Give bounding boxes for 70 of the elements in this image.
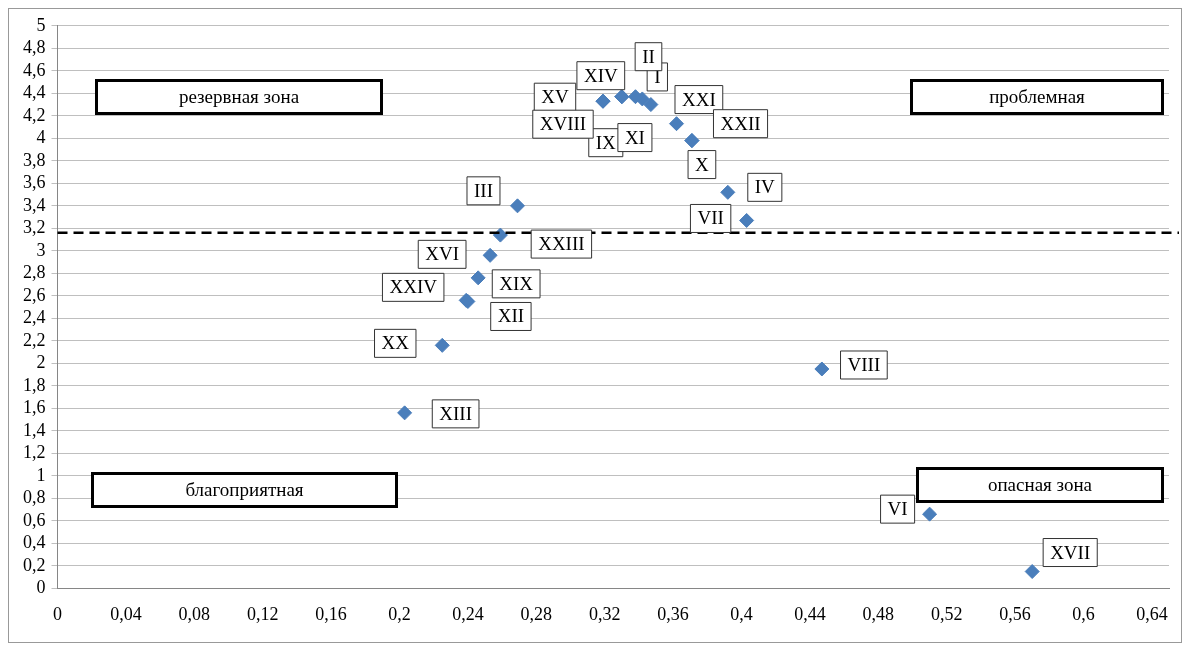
annotation: XVII	[1050, 541, 1091, 563]
x-tick-label: 0,16	[315, 603, 347, 624]
y-tick-label: 3,2	[23, 217, 46, 238]
annotation: VIII	[847, 353, 881, 375]
x-tick-label: 0,56	[999, 603, 1031, 624]
annotation: XVIII	[539, 113, 587, 135]
y-tick-label: 2	[36, 352, 46, 373]
zone-label-box: опасная зона	[916, 467, 1164, 503]
y-tick-label: 4,6	[23, 59, 46, 80]
y-tick-label: 3,6	[23, 172, 46, 193]
annotation: XVI	[425, 243, 460, 265]
zone-label-box: благоприятная	[91, 472, 398, 508]
y-tick-label: 2,8	[23, 262, 46, 283]
y-tick-label: 0,4	[23, 532, 46, 553]
annotation: IX	[595, 131, 617, 153]
y-tick-label: 0,6	[23, 509, 46, 530]
annotation: XI	[624, 126, 645, 148]
y-tick-label: 1,2	[23, 442, 46, 463]
zone-label-box: проблемная	[910, 79, 1164, 115]
x-tick-label: 0,52	[930, 603, 963, 624]
zone-label-box: резервная зона	[95, 79, 383, 115]
y-tick-label: 4,2	[23, 104, 46, 125]
y-tick-label: 4,4	[23, 82, 46, 103]
annotation: VI	[887, 498, 908, 520]
x-tick-label: 0,44	[794, 603, 826, 624]
x-tick-label: 0	[53, 603, 62, 624]
y-tick-label: 5	[36, 14, 46, 35]
y-tick-label: 2,6	[23, 284, 46, 305]
x-tick-label: 0,6	[1072, 603, 1095, 624]
annotation: X	[695, 153, 710, 175]
annotation: VII	[697, 207, 724, 229]
annotation: XXIV	[389, 276, 438, 298]
x-tick-label: 0,48	[862, 603, 895, 624]
annotation: XII	[497, 305, 525, 327]
annotation: XXIII	[538, 233, 585, 255]
annotation: XXI	[681, 88, 716, 110]
y-tick-label: 4	[36, 127, 46, 148]
x-tick-label: 0,64	[1136, 603, 1168, 624]
y-tick-label: 1,8	[23, 374, 46, 395]
annotation: XV	[541, 86, 569, 108]
y-tick-label: 3,8	[23, 149, 46, 170]
x-tick-label: 0,04	[110, 603, 142, 624]
annotation: II	[642, 45, 655, 67]
y-tick-label: 1	[36, 464, 46, 485]
annotation: XIV	[583, 64, 618, 86]
annotation: XXII	[720, 112, 761, 134]
y-tick-label: 1,4	[23, 419, 46, 440]
x-tick-label: 0,4	[730, 603, 753, 624]
y-tick-label: 3,4	[23, 194, 46, 215]
annotation: XX	[381, 332, 410, 354]
y-tick-label: 0	[36, 577, 46, 598]
y-tick-label: 2,4	[23, 307, 46, 328]
x-tick-label: 0,24	[452, 603, 484, 624]
y-tick-label: 1,6	[23, 397, 46, 418]
x-tick-label: 0,2	[388, 603, 411, 624]
y-tick-label: 0,8	[23, 487, 46, 508]
x-tick-label: 0,08	[178, 603, 211, 624]
annotation: I	[654, 65, 661, 87]
y-tick-label: 3	[36, 239, 46, 260]
x-tick-label: 0,36	[657, 603, 689, 624]
annotation: IV	[754, 176, 776, 198]
y-tick-label: 0,2	[23, 554, 46, 575]
x-tick-label: 0,32	[588, 603, 621, 624]
annotation: XIX	[499, 272, 534, 294]
annotation: XIII	[439, 402, 472, 424]
x-tick-label: 0,28	[520, 603, 553, 624]
y-tick-label: 4,8	[23, 37, 46, 58]
x-tick-label: 0,12	[246, 603, 279, 624]
annotation: III	[474, 179, 493, 201]
y-tick-label: 2,2	[23, 329, 46, 350]
